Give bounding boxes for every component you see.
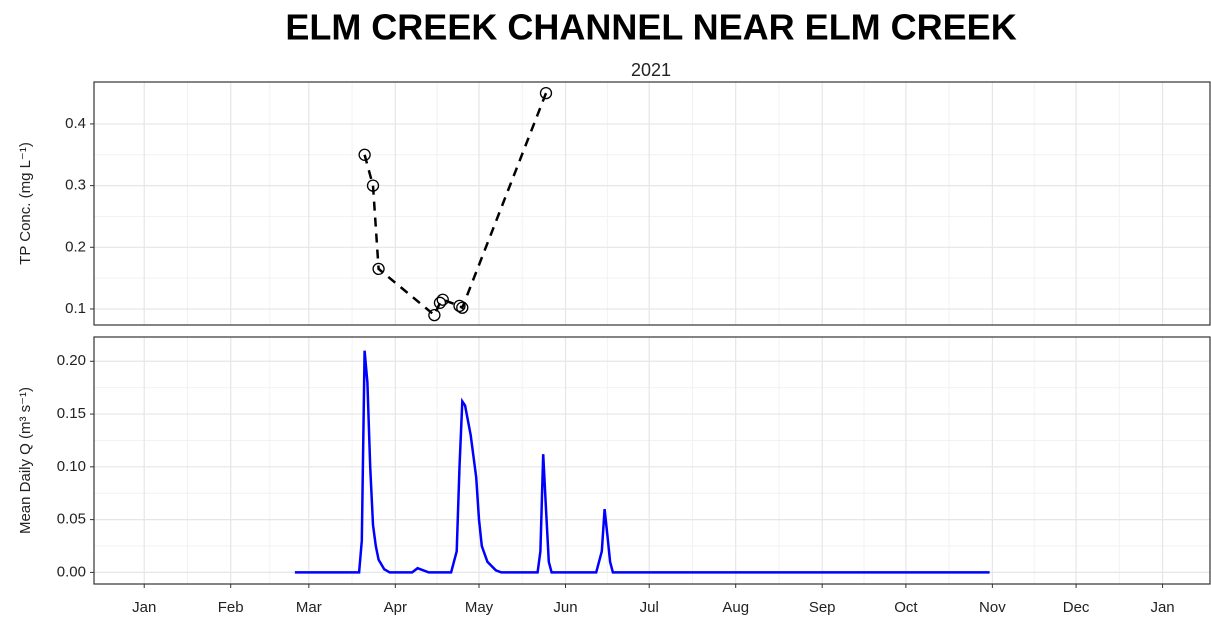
y-tick-label: 0.3 [65, 177, 86, 194]
data-point [358, 148, 371, 161]
y-tick-label: 0.05 [57, 511, 86, 528]
data-point [539, 86, 553, 100]
y-tick-label: 0.4 [65, 115, 86, 132]
panel-border [93, 336, 1211, 585]
y-axis-title: TP Conc. (mg L⁻¹) [17, 142, 34, 265]
data-line [363, 92, 548, 318]
x-tick-label: Mar [296, 599, 322, 616]
y-tick-label: 0.10 [57, 458, 86, 475]
x-tick-label: May [465, 599, 494, 616]
y-tick-label: 0.20 [57, 352, 86, 369]
x-tick-label: Jan [1150, 599, 1174, 616]
y-axis-title: Mean Daily Q (m³ s⁻¹) [17, 387, 34, 534]
x-tick-label: Apr [384, 599, 407, 616]
y-tick-label: 0.15 [57, 405, 86, 422]
y-tick-label: 0.2 [65, 238, 86, 255]
x-tick-label: Feb [218, 599, 244, 616]
data-point [366, 179, 380, 192]
x-tick-label: Jun [553, 599, 577, 616]
data-point [453, 299, 466, 313]
chart-subtitle: 2021 [631, 60, 671, 80]
data-point [433, 296, 447, 309]
x-tick-label: Oct [894, 599, 918, 616]
data-point [456, 301, 469, 314]
y-tick-label: 0.1 [65, 300, 86, 317]
x-tick-label: Sep [809, 599, 836, 616]
x-tick-label: Dec [1063, 599, 1090, 616]
data-point [428, 308, 441, 322]
x-tick-label: Jul [640, 599, 659, 616]
data-point [372, 262, 385, 276]
data-line [294, 350, 990, 574]
x-tick-label: Jan [132, 599, 156, 616]
panel-border [93, 81, 1211, 326]
data-point [436, 293, 449, 306]
x-tick-label: Nov [979, 599, 1006, 616]
y-tick-label: 0.00 [57, 563, 86, 580]
chart-title: ELM CREEK CHANNEL NEAR ELM CREEK [285, 7, 1016, 48]
x-tick-label: Aug [722, 599, 749, 616]
